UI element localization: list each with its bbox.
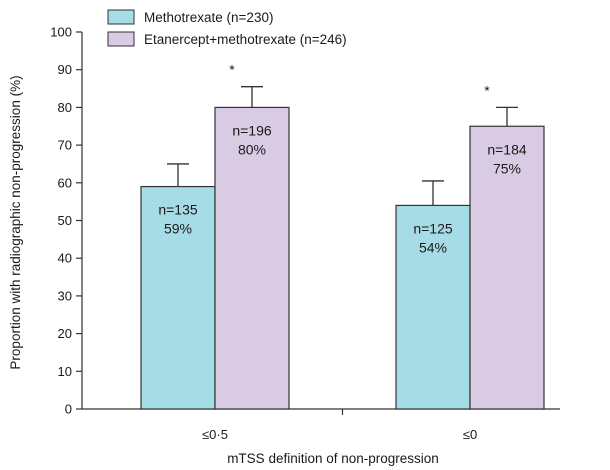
legend-label: Etanercept+methotrexate (n=246) [144, 32, 347, 47]
y-tick-label: 60 [58, 175, 72, 190]
y-axis-title: Proportion with radiographic non-progres… [8, 75, 23, 369]
y-tick-label: 90 [58, 62, 72, 77]
bar [214, 106, 290, 410]
legend-swatch [107, 31, 135, 47]
bar-label-n: n=184 [487, 141, 527, 157]
bar-label-n: n=196 [232, 122, 272, 138]
bar [140, 185, 216, 410]
x-tick-label: ≤0·5 [202, 427, 228, 442]
x-axis: ≤0·5 ≤0 [82, 408, 560, 442]
bar [395, 204, 471, 410]
bar-label-percent: 54% [419, 239, 447, 255]
bar-label-percent: 75% [493, 160, 521, 176]
bar-label-n: n=125 [413, 220, 453, 236]
y-tick-label: 100 [50, 25, 72, 40]
legend: Methotrexate (n=230) Etanercept+methotrex… [107, 9, 347, 47]
y-tick-label: 0 [65, 402, 72, 417]
x-tick-label: ≤0 [463, 427, 477, 442]
bar-label-percent: 59% [164, 221, 192, 237]
legend-swatch [107, 9, 135, 25]
y-axis: 0 10 20 30 40 50 60 70 80 90 100 [50, 25, 83, 417]
bar-label-n: n=135 [158, 202, 198, 218]
bars: n=135 59% n=196 80% * n=125 54% n=184 75% * [140, 62, 545, 410]
significance-marker: * [484, 82, 490, 98]
significance-marker: * [229, 62, 235, 78]
y-tick-label: 20 [58, 326, 72, 341]
y-tick-label: 70 [58, 138, 72, 153]
y-tick-label: 30 [58, 288, 72, 303]
y-tick-label: 10 [58, 364, 72, 379]
y-tick-label: 40 [58, 251, 72, 266]
bar-label-percent: 80% [238, 141, 266, 157]
y-tick-label: 50 [58, 213, 72, 228]
legend-label: Methotrexate (n=230) [144, 10, 273, 25]
x-axis-title: mTSS definition of non-progression [227, 451, 439, 466]
y-tick-label: 80 [58, 100, 72, 115]
bar [469, 125, 545, 410]
